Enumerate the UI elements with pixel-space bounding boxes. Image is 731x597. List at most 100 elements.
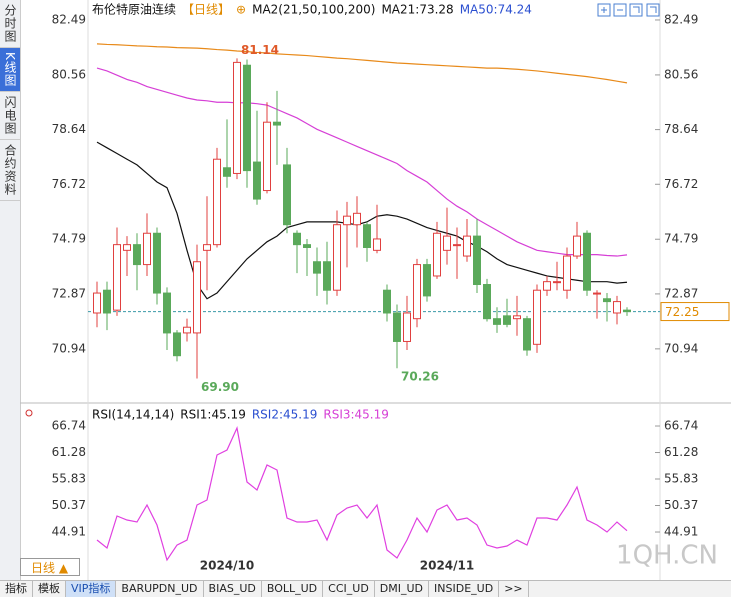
toolbar-tab[interactable]: 模板 — [33, 581, 66, 597]
y-tick-label-right: 78.64 — [664, 122, 698, 136]
candle-body — [273, 121, 281, 126]
candle-body — [573, 235, 581, 257]
rsi-icon — [25, 409, 33, 417]
y-tick-label-right: 70.94 — [664, 341, 698, 355]
candle-body — [183, 326, 191, 334]
y-tick-label-left: 82.49 — [52, 12, 86, 26]
candle-body — [483, 284, 491, 320]
candle-body — [163, 292, 171, 334]
candle-body — [93, 292, 101, 314]
header-text: 【日线】 — [182, 3, 230, 17]
candle-body — [623, 309, 631, 313]
header-text: MA50:74.24 — [460, 3, 532, 17]
candle-body — [193, 261, 201, 334]
candle-body — [113, 244, 121, 311]
toolbar-tab[interactable]: >> — [499, 581, 529, 597]
y-tick-label-right: 74.79 — [664, 232, 698, 246]
candle-body — [463, 235, 471, 257]
chart: 1QH.CN 82.49 82.49 80.56 80.56 78.64 78.64 76.7… — [20, 0, 731, 580]
ma-line — [96, 141, 628, 300]
candle-body — [473, 235, 481, 286]
candle-body — [563, 255, 571, 291]
candle-body — [453, 244, 461, 247]
extreme-label: 69.90 — [201, 380, 239, 394]
header-text: RSI(14,14,14) — [92, 408, 174, 422]
toolbar-tab[interactable]: INSIDE_UD — [429, 581, 500, 597]
candle-body — [293, 232, 301, 246]
y-tick-label-right: 50.37 — [664, 498, 698, 512]
header-text: 布伦特原油连续 — [92, 2, 176, 17]
period-button[interactable]: 日线 ▲ — [20, 558, 80, 576]
bottom-toolbar: 指标 模板 VIP指标 BARUPDN_UD BIAS_UD BOLL_UD CCI_UD D… — [0, 580, 731, 597]
candle-body — [373, 238, 381, 251]
candle-body — [283, 164, 291, 226]
toolbar-tab[interactable]: BARUPDN_UD — [116, 581, 204, 597]
sidebar-tab[interactable]: 分时图 — [0, 0, 20, 48]
y-tick-label-left: 70.94 — [52, 341, 86, 355]
y-tick-label-left: 44.91 — [52, 525, 86, 539]
candle-body — [343, 215, 351, 226]
candle-body — [323, 261, 331, 291]
header-text: MA21:73.28 — [381, 3, 453, 17]
candle-body — [593, 292, 601, 295]
candle-body — [363, 224, 371, 248]
y-tick-label-right: 55.83 — [664, 471, 698, 485]
toolbar-tab[interactable]: VIP指标 — [66, 581, 117, 597]
last-price-box — [660, 302, 730, 322]
sidebar-tab[interactable]: 合约资料 — [0, 140, 20, 201]
extreme-label: 81.14 — [241, 43, 279, 57]
candle-body — [333, 224, 341, 291]
candle-body — [303, 244, 311, 248]
candle-body — [133, 244, 141, 266]
y-tick-label-left: 61.28 — [52, 445, 86, 459]
y-tick-label-right: 44.91 — [664, 525, 698, 539]
toolbar-tab[interactable]: 指标 — [0, 581, 33, 597]
candle-body — [263, 121, 271, 192]
y-tick-label-right: 80.56 — [664, 67, 698, 81]
last-price-label: 72.25 — [665, 305, 699, 319]
header-text: RSI1:45.19 — [180, 408, 246, 422]
watermark: 1QH.CN — [616, 541, 718, 571]
candle-body — [413, 264, 421, 320]
toolbar-icons[interactable] — [597, 3, 660, 17]
header-text: MA2(21,50,100,200) — [252, 3, 375, 17]
y-tick-label-left: 74.79 — [52, 232, 86, 246]
toolbar-tab[interactable]: DMI_UD — [375, 581, 430, 597]
y-tick-label-right: 72.87 — [664, 286, 698, 300]
y-tick-label-right: 82.49 — [664, 12, 698, 26]
header-text: RSI2:45.19 — [252, 408, 318, 422]
sidebar-tab[interactable]: K线图 — [0, 48, 20, 92]
candle-body — [383, 289, 391, 314]
candle-body — [523, 318, 531, 351]
candle-body — [253, 161, 261, 200]
y-tick-label-left: 80.56 — [52, 67, 86, 81]
y-tick-label-right: 61.28 — [664, 445, 698, 459]
candle-body — [353, 212, 361, 226]
y-tick-label-right: 66.74 — [664, 419, 698, 433]
toolbar-tab[interactable]: BOLL_UD — [262, 581, 324, 597]
y-tick-label-left: 72.87 — [52, 286, 86, 300]
candle-body — [543, 281, 551, 291]
header-text: ⊕ — [236, 3, 246, 17]
y-tick-label-left: 66.74 — [52, 419, 86, 433]
candle-body — [223, 167, 231, 177]
candle-body — [123, 244, 131, 251]
extreme-label: 70.26 — [401, 370, 439, 384]
toolbar-tab[interactable]: BIAS_UD — [204, 581, 262, 597]
candle-body — [393, 312, 401, 342]
candle-body — [143, 232, 151, 266]
x-tick-label: 2024/11 — [420, 559, 474, 573]
ma-line — [96, 43, 628, 84]
candle-body — [173, 332, 181, 357]
toolbar-tab[interactable]: CCI_UD — [323, 581, 375, 597]
sidebar-tab[interactable]: 闪电图 — [0, 92, 20, 140]
ma-line — [96, 426, 628, 562]
candle-body — [243, 64, 251, 172]
candle-body — [203, 244, 211, 251]
candle-body — [213, 158, 221, 246]
candle-body — [613, 301, 621, 314]
candle-body — [553, 281, 561, 284]
y-tick-label-left: 76.72 — [52, 177, 86, 191]
candle-body — [233, 61, 241, 174]
